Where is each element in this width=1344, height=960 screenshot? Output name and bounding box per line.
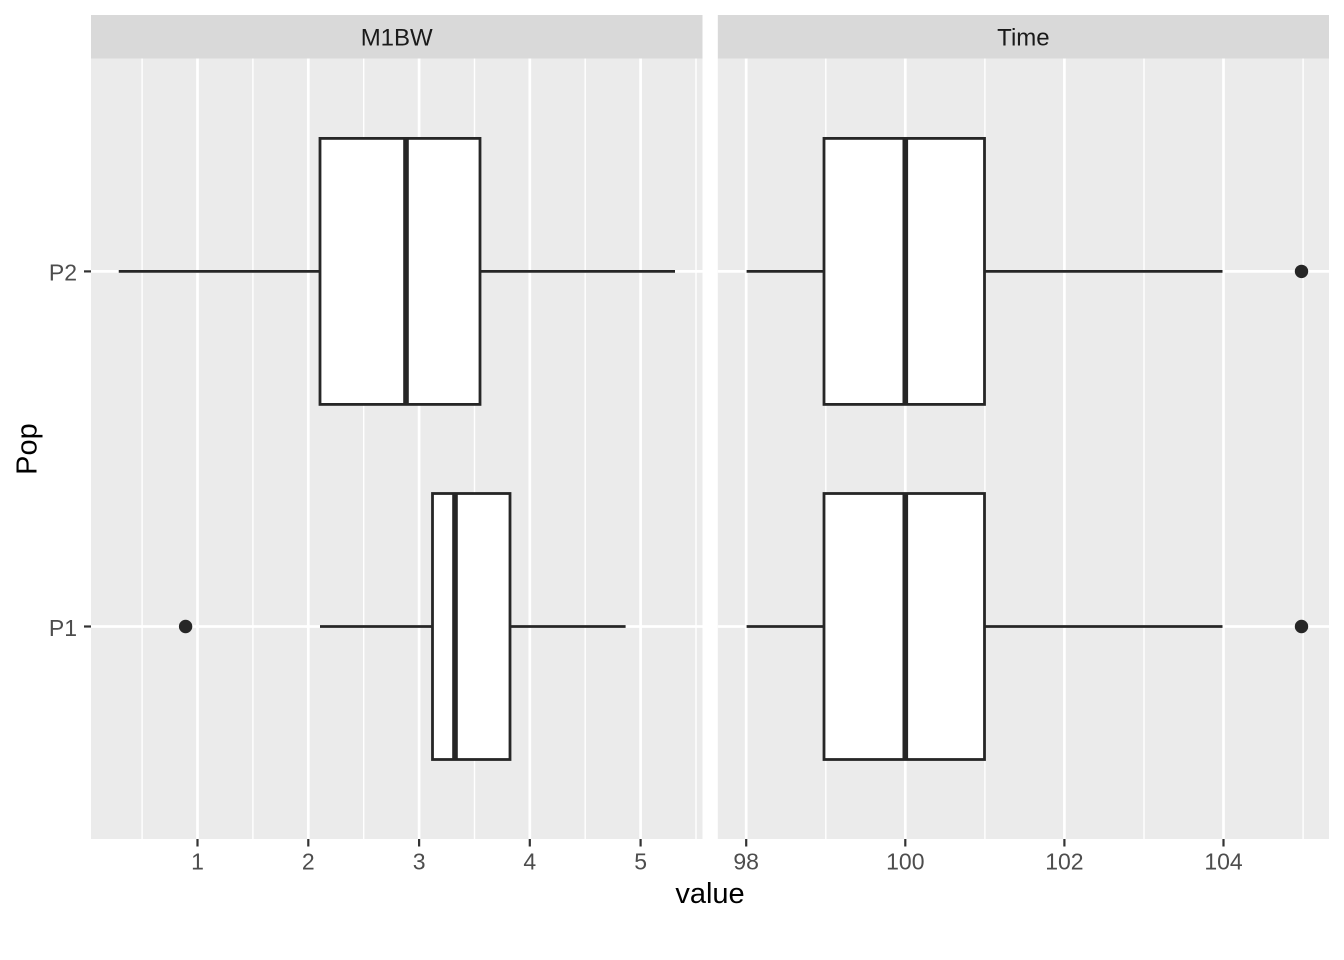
svg-text:2: 2 [302,849,315,875]
svg-text:M1BW: M1BW [361,25,433,52]
svg-text:104: 104 [1204,849,1243,875]
svg-text:5: 5 [634,849,647,875]
svg-text:3: 3 [413,849,426,875]
svg-text:P1: P1 [49,615,77,641]
svg-text:value: value [675,878,744,910]
svg-text:4: 4 [523,849,536,875]
svg-text:Time: Time [997,25,1049,52]
svg-text:1: 1 [191,849,204,875]
svg-text:P2: P2 [49,260,77,286]
svg-text:98: 98 [733,849,759,875]
svg-text:102: 102 [1045,849,1083,875]
svg-text:Pop: Pop [12,423,44,475]
svg-text:100: 100 [886,849,924,875]
